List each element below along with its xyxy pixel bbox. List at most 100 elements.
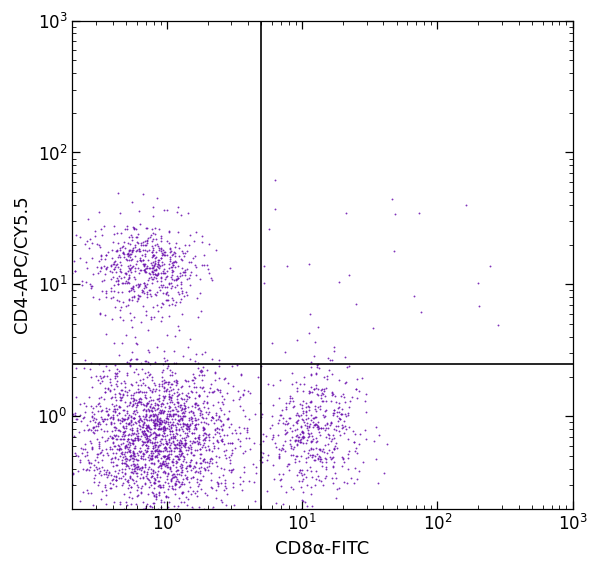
Point bbox=[311, 419, 321, 428]
Point bbox=[132, 233, 142, 242]
Point bbox=[157, 276, 166, 285]
Point bbox=[304, 405, 314, 414]
Point bbox=[151, 274, 161, 283]
Point bbox=[80, 440, 90, 449]
Point bbox=[141, 440, 151, 449]
Point bbox=[151, 489, 161, 498]
Point bbox=[132, 511, 142, 520]
Point bbox=[209, 443, 219, 452]
Point bbox=[199, 424, 209, 433]
Point bbox=[148, 264, 157, 273]
Point bbox=[204, 462, 214, 471]
Point bbox=[152, 194, 162, 203]
Point bbox=[371, 423, 381, 432]
Point bbox=[124, 419, 133, 428]
Point bbox=[299, 432, 308, 441]
Point bbox=[212, 436, 222, 445]
Point bbox=[320, 473, 329, 482]
Point bbox=[166, 423, 176, 432]
Point bbox=[293, 433, 303, 442]
Point bbox=[222, 415, 232, 424]
Point bbox=[321, 457, 331, 467]
Point bbox=[177, 395, 187, 404]
Point bbox=[75, 458, 85, 467]
Point bbox=[85, 279, 94, 288]
Point bbox=[313, 390, 323, 399]
Point bbox=[138, 430, 148, 439]
Point bbox=[149, 395, 158, 404]
Point bbox=[129, 429, 139, 438]
Point bbox=[121, 301, 130, 311]
Point bbox=[301, 472, 311, 481]
Point bbox=[296, 421, 305, 431]
Point bbox=[143, 367, 152, 376]
Point bbox=[164, 447, 174, 456]
Point bbox=[161, 460, 170, 469]
Point bbox=[136, 256, 145, 266]
Point bbox=[287, 380, 297, 389]
Point bbox=[123, 542, 133, 551]
Point bbox=[106, 393, 116, 403]
Point bbox=[151, 423, 160, 432]
Point bbox=[176, 295, 186, 304]
Point bbox=[334, 404, 343, 413]
Point bbox=[172, 458, 181, 467]
Point bbox=[295, 429, 305, 438]
Point bbox=[173, 275, 182, 284]
Point bbox=[217, 425, 226, 435]
Point bbox=[145, 422, 154, 431]
Point bbox=[296, 504, 306, 513]
Point bbox=[146, 414, 156, 423]
Point bbox=[311, 412, 321, 421]
Point bbox=[167, 445, 176, 455]
Point bbox=[306, 444, 316, 453]
Point bbox=[109, 442, 119, 451]
Point bbox=[161, 438, 171, 447]
Point bbox=[133, 398, 143, 407]
Point bbox=[239, 424, 248, 433]
Point bbox=[160, 445, 170, 455]
Point bbox=[116, 252, 125, 261]
Point bbox=[333, 422, 343, 431]
Point bbox=[188, 464, 198, 473]
Point bbox=[115, 258, 125, 267]
Point bbox=[125, 411, 134, 420]
Point bbox=[350, 446, 360, 455]
Point bbox=[187, 489, 196, 498]
Point bbox=[183, 446, 193, 455]
Point bbox=[89, 478, 99, 487]
Point bbox=[126, 263, 136, 272]
Point bbox=[164, 404, 173, 413]
Point bbox=[152, 445, 162, 454]
Point bbox=[154, 386, 164, 395]
Point bbox=[88, 500, 98, 509]
Point bbox=[57, 243, 67, 252]
Point bbox=[170, 301, 179, 310]
Point bbox=[110, 422, 120, 431]
Point bbox=[142, 500, 152, 509]
Point bbox=[154, 423, 163, 432]
Point bbox=[119, 250, 129, 259]
Point bbox=[145, 476, 154, 485]
Point bbox=[149, 403, 158, 412]
Point bbox=[146, 312, 155, 321]
Point bbox=[83, 488, 92, 497]
Point bbox=[139, 255, 148, 264]
Point bbox=[341, 208, 350, 218]
Point bbox=[124, 274, 134, 283]
Point bbox=[145, 403, 155, 412]
Point bbox=[128, 436, 137, 445]
Point bbox=[317, 385, 326, 394]
Point bbox=[144, 455, 154, 464]
Point bbox=[103, 372, 112, 381]
Point bbox=[124, 249, 133, 258]
Point bbox=[125, 539, 135, 548]
Point bbox=[158, 300, 167, 309]
Point bbox=[227, 445, 236, 455]
Point bbox=[105, 413, 115, 423]
Point bbox=[139, 417, 149, 427]
Point bbox=[167, 406, 177, 415]
Point bbox=[133, 340, 142, 349]
Point bbox=[316, 453, 325, 462]
Point bbox=[301, 415, 310, 424]
